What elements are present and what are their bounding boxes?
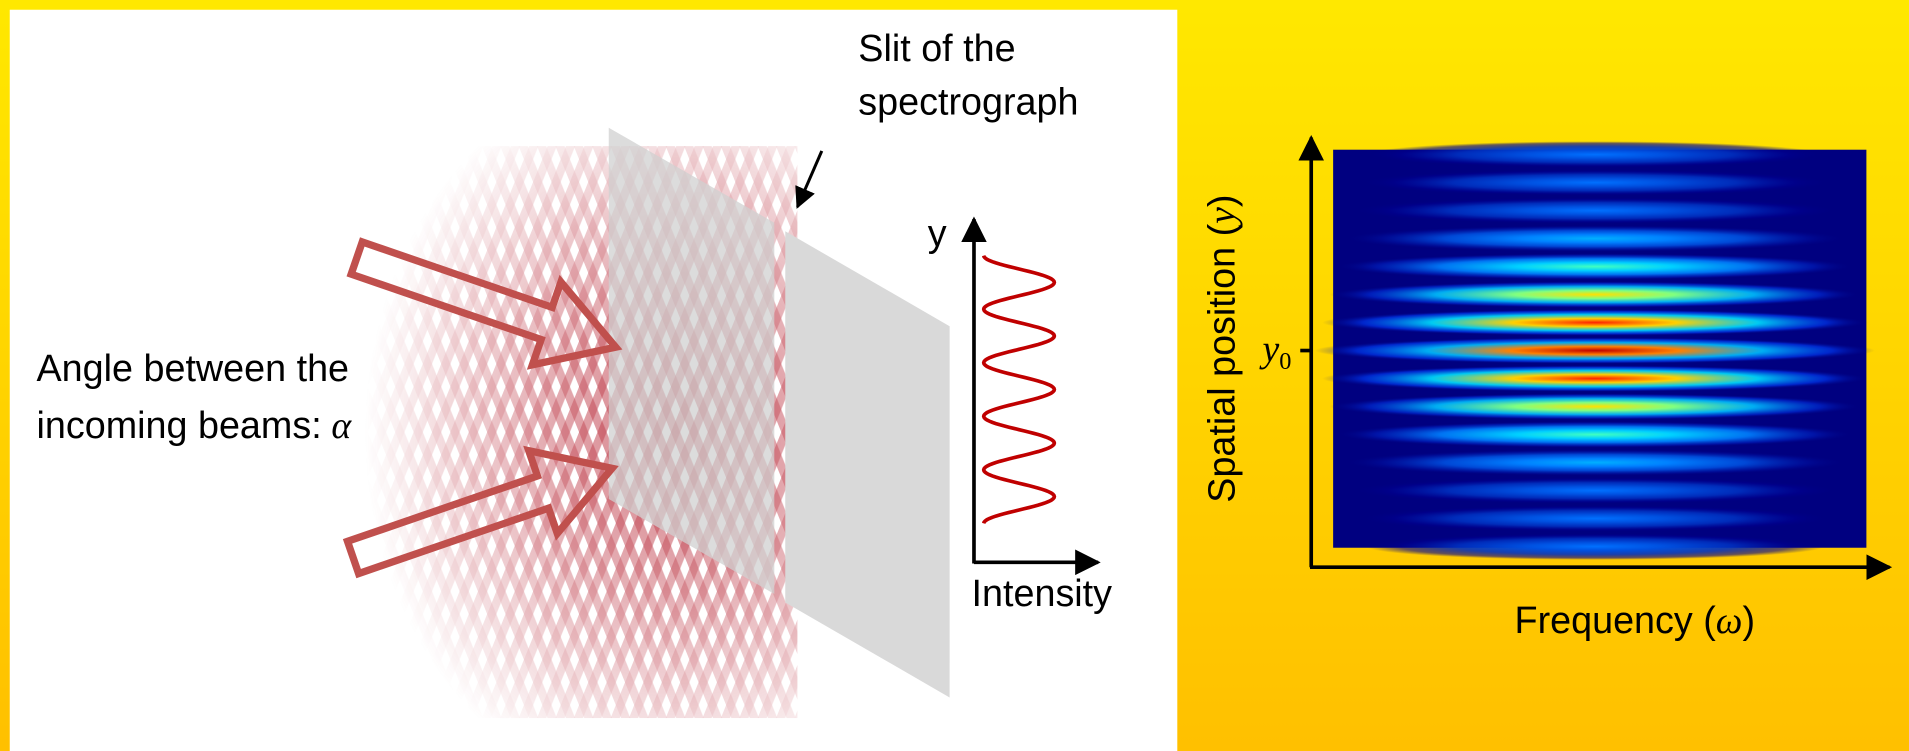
fringe [1366, 533, 1824, 560]
symbol: α [331, 405, 352, 447]
slit-label: spectrograph [858, 80, 1078, 122]
fringe [1337, 421, 1853, 448]
text-part: Frequency ( [1515, 599, 1717, 641]
text-line: Slit of the [858, 27, 1015, 69]
text-part: ) [1201, 195, 1243, 208]
fringe [1366, 141, 1824, 168]
fringe [1337, 253, 1853, 280]
fringe [1329, 281, 1860, 308]
slit-label: Slit of the [858, 27, 1015, 69]
fringe [1359, 505, 1831, 532]
fringe [1359, 169, 1831, 196]
fringe [1322, 365, 1867, 392]
text-part: ) [1742, 599, 1755, 641]
fringe [1351, 477, 1838, 504]
heatmap-y-label: Spatial position (y) [1201, 195, 1244, 503]
fringe [1351, 197, 1838, 224]
diagram: Slit of the spectrograph y Intensity Ang… [0, 0, 1909, 751]
subscript: 0 [1279, 348, 1291, 375]
text-part: Spatial position ( [1201, 223, 1243, 502]
angle-label: Angle between the [37, 347, 350, 389]
text-line: incoming beams: [37, 404, 322, 446]
fringe [1344, 225, 1846, 252]
fringe [1315, 337, 1875, 364]
fringe [1322, 309, 1867, 336]
angle-label: incoming beams:α [37, 404, 353, 447]
symbol: ω [1716, 600, 1743, 642]
heatmap-x-label: Frequency (ω) [1515, 599, 1755, 642]
symbol: y [1259, 329, 1280, 371]
page: {"slit_label": {"lines": ["Slit of the",… [0, 0, 1909, 751]
text-line: Angle between the [37, 347, 350, 389]
text-line: spectrograph [858, 80, 1078, 122]
intensity-x-label: Intensity [972, 572, 1113, 614]
intensity-y-label: y [928, 212, 947, 254]
heatmap-fringes [1315, 141, 1875, 560]
fringe [1344, 449, 1846, 476]
fringe [1329, 393, 1860, 420]
